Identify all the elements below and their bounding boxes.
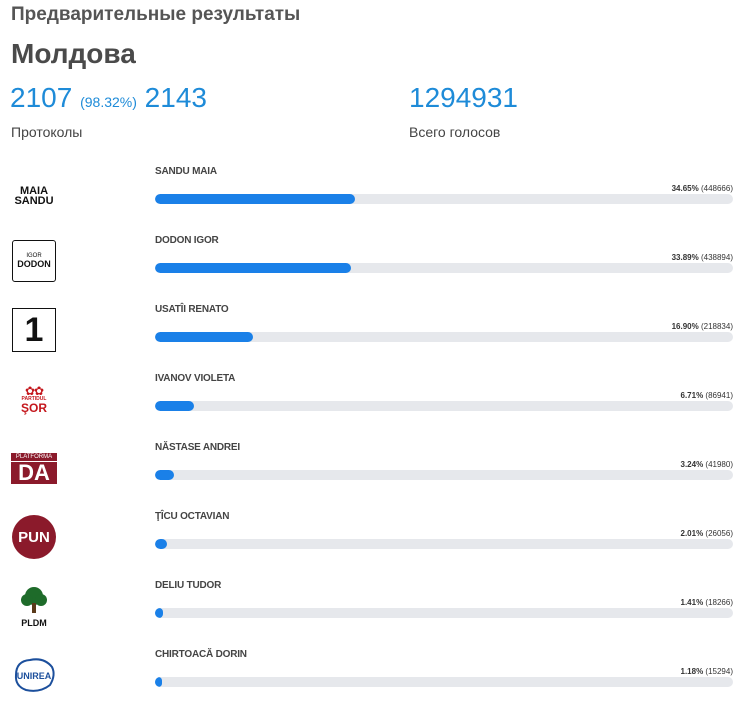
unirea-logo: UNIREA: [10, 651, 58, 699]
partidul-sor-logo: ✿✿ PARTIDUL ŞOR: [20, 383, 47, 415]
result-bar-fill: [155, 470, 174, 480]
protocols-counted: 2107: [10, 82, 73, 113]
total-votes: 1294931: [409, 82, 519, 113]
candidate-result: 16.90% (218834): [671, 322, 733, 331]
result-bar: [155, 539, 733, 549]
candidate-result: 2.01% (26056): [680, 529, 734, 538]
igor-dodon-logo: IGOR DODON: [10, 237, 58, 285]
candidate-row: MAIA SANDU SANDU MAIA 34.65% (448666): [0, 166, 740, 237]
candidate-row: UNIREA CHIRTOACĂ DORIN 1.18% (15294): [0, 649, 740, 720]
platforma-da-logo: PLATFORMA DA: [10, 444, 58, 492]
candidate-name: USATÎI RENATO: [155, 304, 229, 315]
result-bar-fill: [155, 677, 162, 687]
oak-tree-icon: [21, 586, 47, 613]
protocols-label: Протоколы: [11, 124, 83, 140]
result-bar: [155, 401, 733, 411]
candidate-result: 6.71% (86941): [680, 391, 734, 400]
candidate-result: 33.89% (438894): [671, 253, 733, 262]
maia-sandu-logo: MAIA SANDU: [14, 185, 54, 207]
candidate-name: CHIRTOACĂ DORIN: [155, 649, 247, 660]
candidate-name: IVANOV VIOLETA: [155, 373, 236, 384]
page-subtitle: Предварительные результаты: [11, 4, 301, 25]
candidate-name: ŢÎCU OCTAVIAN: [155, 511, 230, 522]
svg-text:UNIREA: UNIREA: [17, 671, 52, 681]
result-bar-fill: [155, 332, 253, 342]
candidate-row: 1 USATÎI RENATO 16.90% (218834): [0, 304, 740, 375]
result-bar: [155, 677, 733, 687]
candidate-row: PLATFORMA DA NĂSTASE ANDREI 3.24% (41980…: [0, 442, 740, 513]
result-bar: [155, 263, 733, 273]
candidate-result: 34.65% (448666): [671, 184, 733, 193]
candidate-name: DELIU TUDOR: [155, 580, 222, 591]
candidate-result: 1.18% (15294): [680, 667, 734, 676]
candidate-name: SANDU MAIA: [155, 166, 217, 177]
protocols-total: 2143: [144, 82, 207, 113]
candidate-row: IGOR DODON DODON IGOR 33.89% (438894): [0, 235, 740, 306]
result-bar: [155, 194, 733, 204]
result-bar-fill: [155, 539, 167, 549]
flower-icon: ✿✿: [24, 383, 44, 398]
result-bar: [155, 470, 733, 480]
candidate-name: DODON IGOR: [155, 235, 219, 246]
partidul-nostru-logo: 1: [10, 306, 58, 354]
result-bar-fill: [155, 263, 351, 273]
candidate-result: 1.41% (18266): [680, 598, 734, 607]
page-title: Молдова: [11, 38, 136, 69]
result-bar-fill: [155, 401, 194, 411]
result-bar: [155, 332, 733, 342]
protocols-percent: (98.32%): [80, 94, 137, 110]
protocols-stat: 2107 (98.32%) 2143: [10, 82, 207, 114]
result-bar: [155, 608, 733, 618]
candidate-row: ✿✿ PARTIDUL ŞOR IVANOV VIOLETA 6.71% (86…: [0, 373, 740, 444]
candidate-result: 3.24% (41980): [680, 460, 734, 469]
candidate-row: PLDM DELIU TUDOR 1.41% (18266): [0, 580, 740, 651]
result-bar-fill: [155, 194, 356, 204]
pun-logo: PUN: [10, 513, 58, 561]
candidate-name: NĂSTASE ANDREI: [155, 442, 240, 453]
pldm-logo: PLDM: [10, 582, 58, 630]
candidate-row: PUN ŢÎCU OCTAVIAN 2.01% (26056): [0, 511, 740, 582]
total-votes-label: Всего голосов: [409, 124, 501, 140]
result-bar-fill: [155, 608, 164, 618]
